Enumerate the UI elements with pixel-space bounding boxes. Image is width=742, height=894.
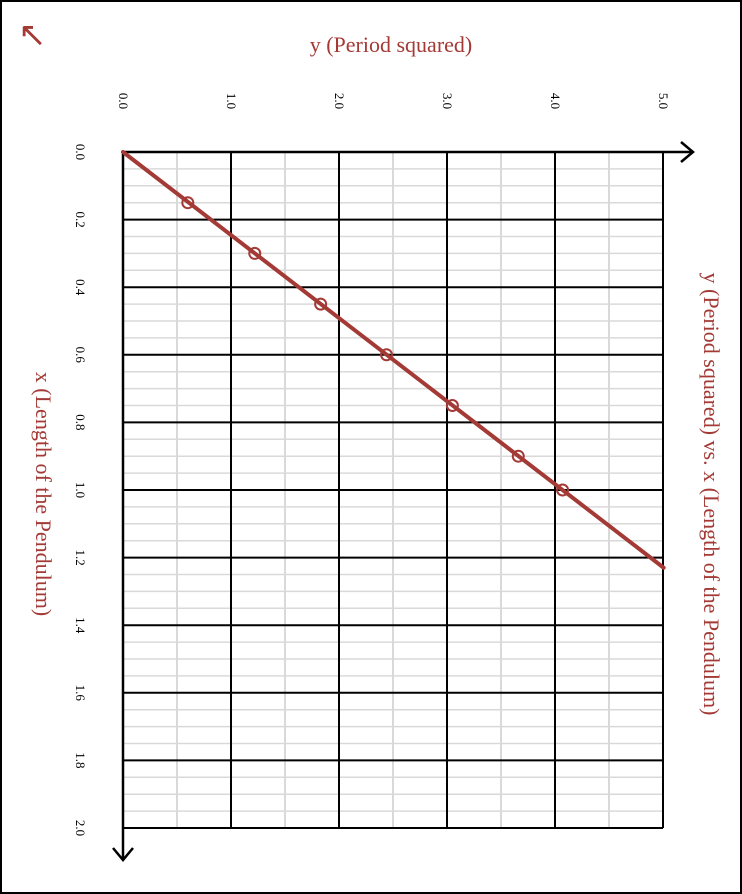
data-point [556,483,570,497]
data-point [248,246,262,260]
x-tick-label: 1.2 [73,549,88,565]
axes [112,141,695,862]
data-point [181,196,195,210]
y-tick-label: 2.0 [332,93,347,109]
data-point [314,297,328,311]
x-axis-title: x (Length of the Pendulum) [31,372,56,616]
y-axis-arrow [680,141,695,163]
fit-line [121,150,666,570]
y-tick-labels: 0.0 1.0 2.0 3.0 4.0 5.0 [116,93,671,109]
x-tick-label: 1.8 [73,752,88,768]
x-tick-label: 0.4 [73,279,88,296]
y-tick-label: 5.0 [656,93,671,109]
y-tick-label: 4.0 [548,93,563,109]
y-axis-title: y (Period squared) [310,32,473,57]
chart-title: y (Period squared) vs. x (Length of the … [699,273,724,716]
x-tick-labels: 0.0 0.2 0.4 0.6 0.8 1.0 1.2 1.4 1.6 1.8 2.0 [73,144,88,836]
data-point [380,348,394,362]
x-tick-label: 0.2 [73,211,88,227]
y-tick-label: 0.0 [116,93,131,109]
x-tick-label: 1.0 [73,482,88,498]
grid-minor [123,152,663,828]
data-points [181,196,570,497]
data-point [511,449,525,463]
x-tick-label: 1.6 [73,685,88,702]
x-axis-arrow [112,847,134,862]
x-tick-label: 0.8 [73,414,88,430]
y-tick-label: 1.0 [224,93,239,109]
data-point [445,399,459,412]
arrow-up-left-icon[interactable]: ↖ [18,15,47,55]
fit-line-path [121,150,666,570]
x-tick-label: 0.6 [73,347,88,364]
x-tick-label: 0.0 [73,144,88,160]
x-tick-label: 1.4 [73,617,88,634]
x-tick-label: 2.0 [73,820,88,836]
y-tick-label: 3.0 [440,93,455,109]
